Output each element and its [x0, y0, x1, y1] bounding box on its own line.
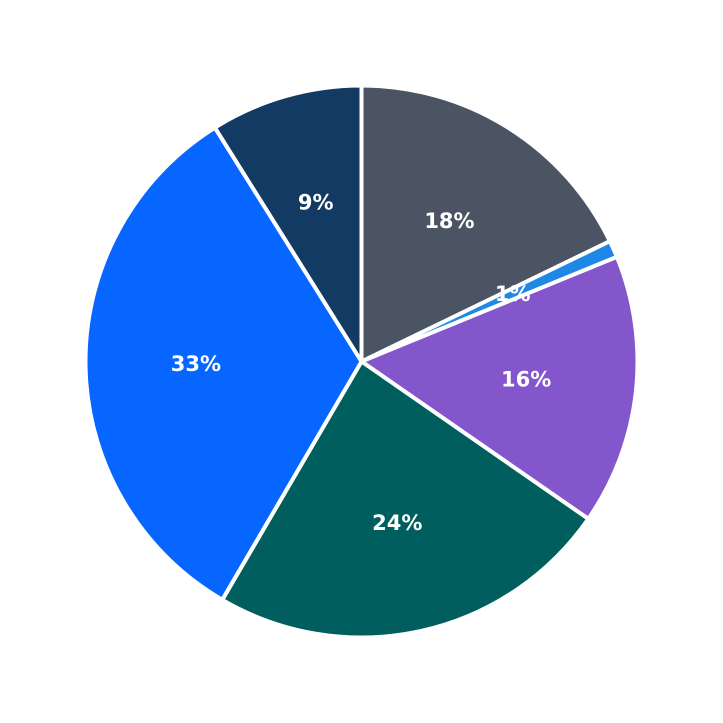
pie-slice-2 [359, 254, 640, 521]
pie-slice-3 [220, 359, 591, 640]
slice-label-1: 1% [495, 282, 531, 306]
pie-slice-5 [212, 83, 364, 364]
slice-label-5: 9% [298, 190, 334, 214]
slices-layer [83, 83, 640, 640]
slice-label-3: 24% [372, 511, 422, 535]
slice-label-2: 16% [501, 367, 551, 391]
pie-slice-4 [83, 125, 364, 602]
labels-layer: 18% 1% 16% 24% 33% 9% [171, 190, 551, 535]
slice-label-4: 33% [171, 352, 221, 376]
pie-slice-0 [359, 83, 612, 364]
slice-label-0: 18% [424, 209, 474, 233]
